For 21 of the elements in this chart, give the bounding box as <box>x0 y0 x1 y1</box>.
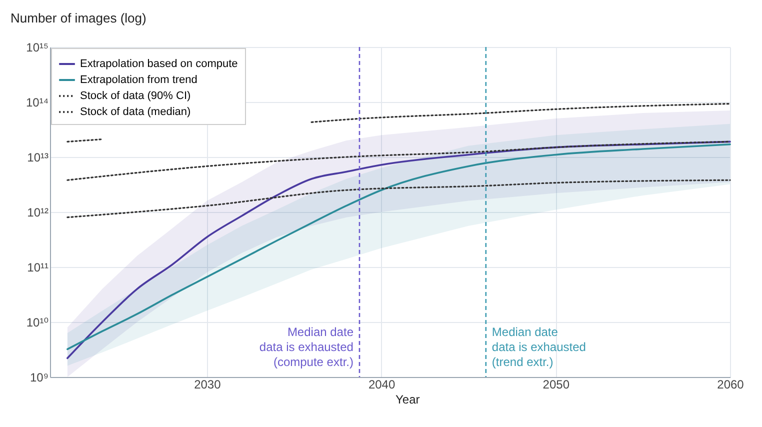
line-series <box>66 140 731 181</box>
ref-line-label: Median date data is exhausted (trend extr.) <box>492 325 586 369</box>
legend-label: Stock of data (median) <box>80 106 191 118</box>
line-series <box>66 179 731 218</box>
y-tick-label: 10¹¹ <box>27 260 48 274</box>
y-tick-label: 10¹³ <box>27 150 48 164</box>
y-tick-label: 10¹⁰ <box>26 316 49 330</box>
legend-label: Extrapolation from trend <box>80 74 198 86</box>
legend-label: Extrapolation based on compute <box>80 58 238 70</box>
y-tick-label: 10⁹ <box>30 370 48 384</box>
x-tick-label: 2060 <box>717 378 744 392</box>
y-tick-label: 10¹² <box>27 206 48 220</box>
x-tick-label: 2030 <box>194 378 222 392</box>
x-tick-label: 2050 <box>542 378 570 392</box>
ref-line-label: Median date data is exhausted (compute extr.) <box>259 325 354 369</box>
x-tick-label: 2040 <box>368 378 396 392</box>
y-axis-title: Number of images (log) <box>10 10 146 26</box>
x-axis-title: Year <box>396 392 420 406</box>
y-tick-label: 10¹⁴ <box>26 96 48 110</box>
y-tick-label: 10¹⁵ <box>26 40 49 54</box>
legend-label: Stock of data (90% CI) <box>80 90 191 102</box>
